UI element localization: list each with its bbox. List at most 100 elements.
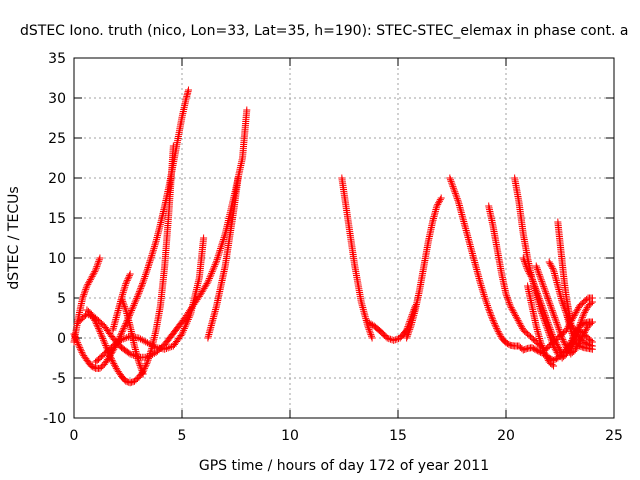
data-point bbox=[366, 329, 374, 337]
data-point bbox=[180, 326, 188, 334]
data-point bbox=[139, 278, 147, 286]
data-series-3 bbox=[74, 106, 251, 361]
y-axis-label: dSTEC / TECUs bbox=[6, 186, 22, 289]
data-point bbox=[524, 268, 532, 276]
data-point bbox=[537, 298, 545, 306]
y-tick-label: 15 bbox=[48, 211, 66, 227]
data-point bbox=[561, 340, 569, 348]
data-point bbox=[207, 271, 215, 279]
data-point bbox=[538, 301, 546, 309]
data-point bbox=[583, 295, 591, 303]
data-point bbox=[433, 202, 441, 210]
data-point bbox=[120, 323, 128, 331]
data-point bbox=[138, 281, 146, 289]
data-point bbox=[522, 263, 530, 271]
data-point bbox=[549, 332, 557, 340]
data-point bbox=[79, 294, 87, 302]
data-point bbox=[111, 361, 119, 369]
data-point bbox=[503, 293, 511, 301]
data-point bbox=[545, 320, 553, 328]
data-point bbox=[180, 325, 188, 333]
data-point bbox=[108, 356, 116, 364]
data-point bbox=[543, 355, 551, 363]
data-point bbox=[92, 266, 100, 274]
data-point bbox=[533, 264, 541, 272]
data-point bbox=[129, 303, 137, 311]
data-point bbox=[534, 291, 542, 299]
data-point bbox=[507, 304, 515, 312]
data-point bbox=[553, 320, 561, 328]
data-point bbox=[98, 333, 106, 341]
data-point bbox=[562, 342, 570, 350]
data-point bbox=[448, 181, 456, 189]
data-point bbox=[119, 335, 127, 343]
data-point bbox=[493, 326, 501, 334]
data-point bbox=[546, 301, 554, 309]
data-point bbox=[122, 377, 130, 385]
data-point bbox=[480, 291, 488, 299]
data-point bbox=[126, 270, 134, 278]
data-point bbox=[162, 345, 170, 353]
data-point bbox=[178, 330, 186, 338]
data-point bbox=[483, 300, 491, 308]
data-point bbox=[534, 267, 542, 275]
data-point bbox=[121, 334, 129, 342]
data-point bbox=[529, 276, 537, 284]
data-point bbox=[542, 289, 550, 297]
x-tick-label: 5 bbox=[178, 428, 187, 444]
data-point bbox=[83, 282, 91, 290]
data-point bbox=[567, 328, 575, 336]
data-point bbox=[488, 315, 496, 323]
data-point bbox=[109, 358, 117, 366]
data-point bbox=[494, 328, 502, 336]
data-point bbox=[537, 300, 545, 308]
data-point bbox=[531, 345, 539, 353]
data-point bbox=[405, 327, 413, 335]
data-point bbox=[92, 264, 100, 272]
data-series-9 bbox=[338, 174, 376, 342]
data-point bbox=[540, 347, 548, 355]
data-point bbox=[128, 307, 136, 315]
data-point bbox=[121, 304, 129, 312]
data-point bbox=[450, 184, 458, 192]
data-point bbox=[588, 298, 596, 306]
data-point bbox=[543, 293, 551, 301]
data-point bbox=[581, 307, 589, 315]
data-point bbox=[490, 318, 498, 326]
x-tick-label: 20 bbox=[497, 428, 515, 444]
data-point bbox=[538, 277, 546, 285]
data-point bbox=[243, 106, 251, 114]
data-point bbox=[482, 296, 490, 304]
data-point bbox=[75, 342, 83, 350]
data-point bbox=[530, 279, 538, 287]
data-point bbox=[579, 312, 587, 320]
data-point bbox=[522, 261, 530, 269]
data-point bbox=[519, 254, 527, 262]
data-point bbox=[577, 319, 585, 327]
data-point bbox=[550, 334, 558, 342]
data-point bbox=[121, 281, 129, 289]
chart-title: dSTEC Iono. truth (nico, Lon=33, Lat=35,… bbox=[20, 23, 628, 39]
data-point bbox=[548, 263, 556, 271]
data-point bbox=[213, 255, 221, 263]
data-point bbox=[450, 186, 458, 194]
data-point bbox=[533, 288, 541, 296]
data-point bbox=[545, 298, 553, 306]
data-point bbox=[128, 378, 136, 386]
data-point bbox=[527, 272, 535, 280]
data-point bbox=[122, 320, 130, 328]
data-point bbox=[135, 358, 143, 366]
data-point bbox=[538, 341, 546, 349]
data-point bbox=[446, 176, 454, 184]
data-point bbox=[146, 257, 154, 265]
data-point bbox=[571, 336, 579, 344]
data-point bbox=[142, 269, 150, 277]
data-point bbox=[164, 344, 172, 352]
data-point bbox=[130, 300, 138, 308]
data-point bbox=[539, 305, 547, 313]
data-point bbox=[540, 348, 548, 356]
data-point bbox=[120, 324, 128, 332]
data-point bbox=[391, 336, 399, 344]
data-point bbox=[203, 280, 211, 288]
data-point bbox=[536, 272, 544, 280]
